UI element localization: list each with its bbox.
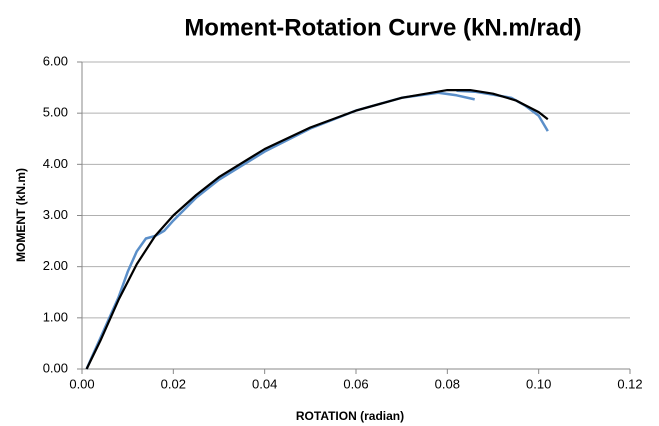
- chart-title: Moment-Rotation Curve (kN.m/rad): [184, 14, 581, 41]
- y-tick-label: 5.00: [43, 105, 68, 120]
- x-tick-label: 0.12: [617, 376, 642, 391]
- x-axis-title: ROTATION (radian): [296, 409, 404, 423]
- y-axis-title: MOMENT (kN.m): [14, 168, 28, 262]
- x-tick-label: 0.10: [526, 376, 551, 391]
- x-tick-label: 0.00: [69, 376, 94, 391]
- y-tick-label: 4.00: [43, 156, 68, 171]
- y-tick-label: 3.00: [43, 207, 68, 222]
- y-tick-label: 1.00: [43, 309, 68, 324]
- x-tick-label: 0.08: [435, 376, 460, 391]
- y-tick-label: 6.00: [43, 53, 68, 68]
- data-line: [85, 91, 475, 370]
- x-tick-label: 0.02: [161, 376, 186, 391]
- y-tick-label: 2.00: [43, 258, 68, 273]
- x-tick-label: 0.04: [252, 376, 277, 391]
- data-line: [85, 88, 549, 370]
- x-tick-label: 0.06: [343, 376, 368, 391]
- y-tick-label: 0.00: [43, 360, 68, 375]
